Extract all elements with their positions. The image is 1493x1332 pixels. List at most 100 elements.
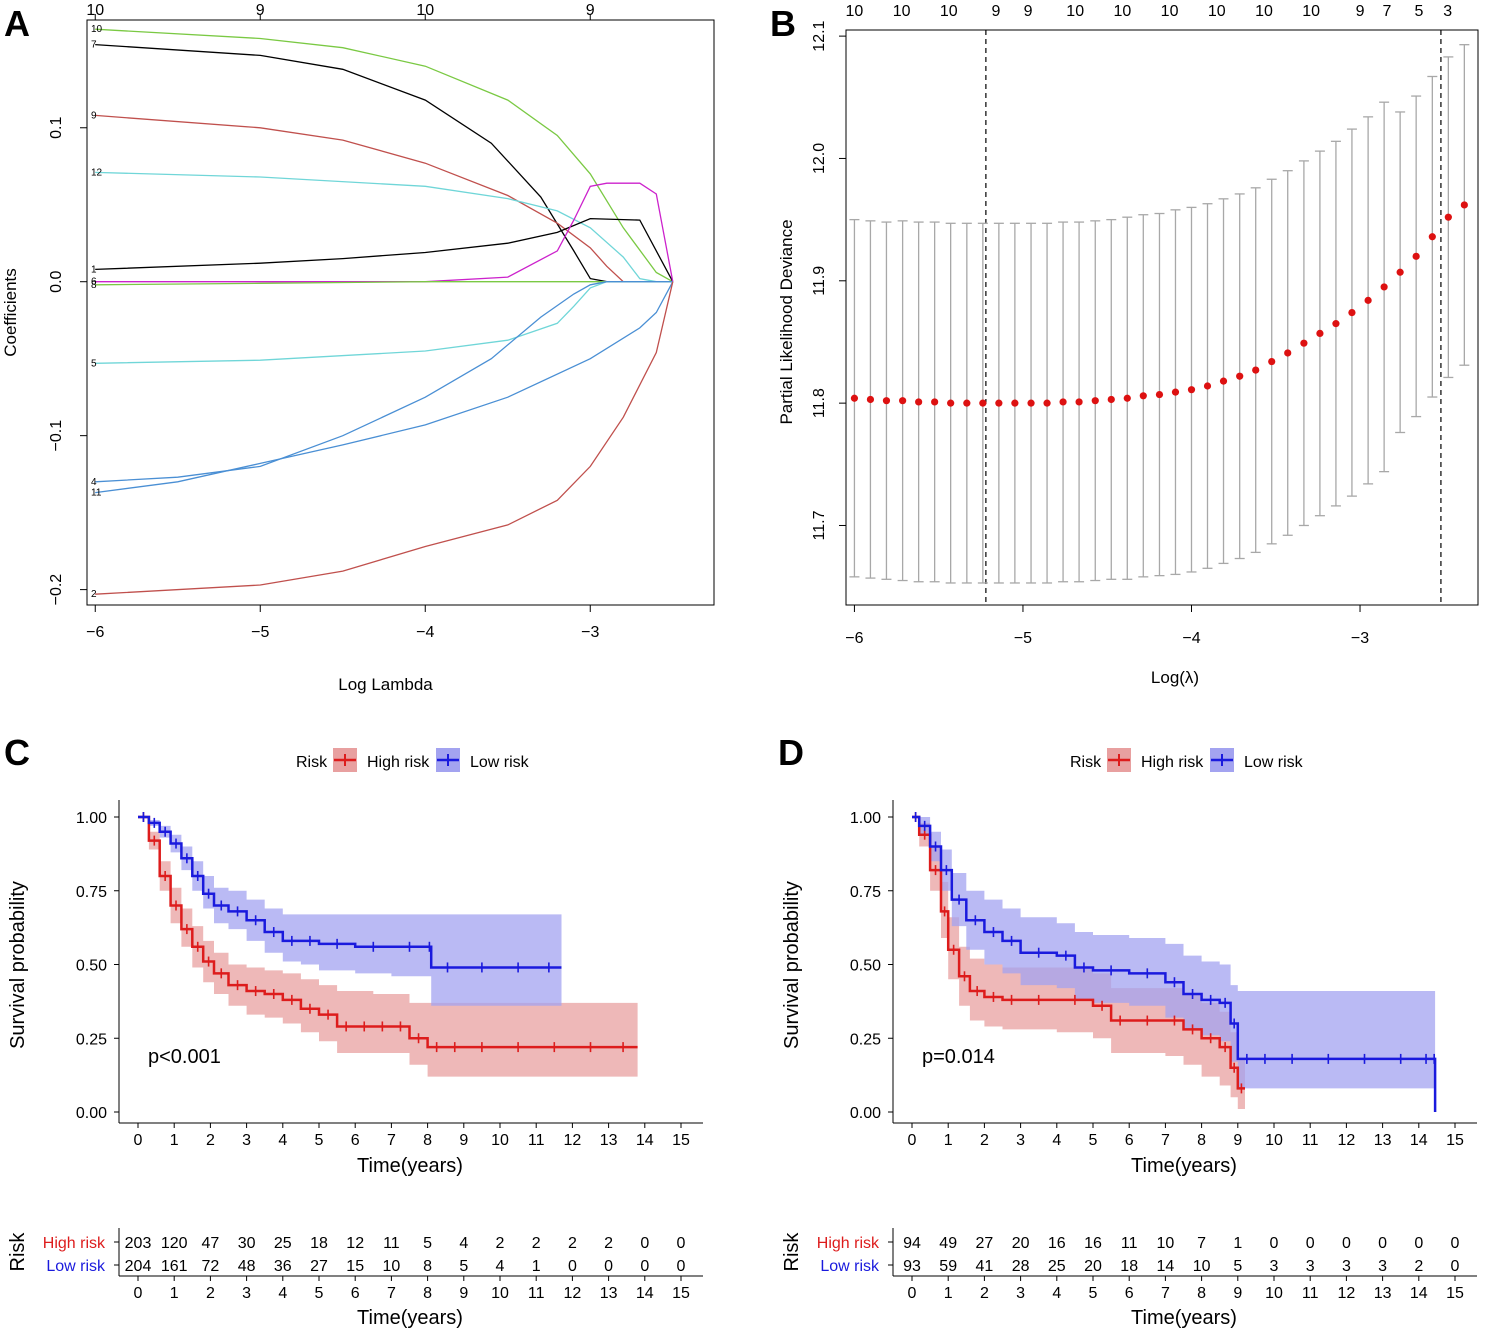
risk-x-tick-label: 7 <box>1161 1285 1170 1302</box>
risk-x-tick-label: 8 <box>1197 1285 1206 1302</box>
x-tick-label: −5 <box>251 624 269 641</box>
risk-count: 3 <box>1270 1258 1279 1275</box>
x-tick-label: −6 <box>845 630 863 647</box>
risk-count: 10 <box>1193 1258 1211 1275</box>
deviance-point <box>915 398 923 406</box>
risk-count: 5 <box>459 1258 468 1275</box>
legend: Risk High risk Low risk <box>1070 748 1304 772</box>
coef-path <box>95 43 673 283</box>
y-axis-title: Partial Likelihood Deviance <box>777 219 796 424</box>
y-tick-label: 0.75 <box>850 884 881 901</box>
risk-x-tick-label: 12 <box>1338 1285 1356 1302</box>
risk-x-tick-label: 1 <box>944 1285 953 1302</box>
x-tick-label: 10 <box>491 1132 509 1149</box>
x-tick-label: 0 <box>908 1132 917 1149</box>
risk-x-axis-title: Time(years) <box>357 1307 463 1329</box>
risk-count: 2 <box>532 1235 541 1252</box>
risk-x-tick-label: 8 <box>423 1285 432 1302</box>
x-tick-label: 11 <box>1302 1132 1319 1149</box>
risk-count: 16 <box>1048 1235 1066 1252</box>
risk-count: 3 <box>1306 1258 1315 1275</box>
y-tick-label: 11.7 <box>811 510 828 540</box>
p-value: p=0.014 <box>922 1046 995 1068</box>
risk-x-tick-label: 12 <box>564 1285 582 1302</box>
risk-count: 30 <box>238 1235 256 1252</box>
y-tick-label: 1.00 <box>850 810 881 827</box>
path-label: 6 <box>91 277 97 288</box>
risk-count: 3 <box>1342 1258 1351 1275</box>
top-tick-label: 10 <box>1066 3 1084 20</box>
x-tick-label: 9 <box>459 1132 468 1149</box>
risk-x-tick-label: 6 <box>1125 1285 1134 1302</box>
top-tick-label: 10 <box>416 2 434 19</box>
p-value: p<0.001 <box>148 1046 221 1068</box>
top-tick-label: 9 <box>1356 3 1365 20</box>
panel-c: C Risk High risk Low risk 0.00 0.25 0.50 0.75 1.… <box>4 732 703 1329</box>
path-label: 2 <box>91 589 97 600</box>
risk-count: 0 <box>568 1258 577 1275</box>
survival-curve <box>138 815 638 1049</box>
y-tick-label: 0.50 <box>76 958 107 975</box>
deviance-point <box>931 398 939 406</box>
risk-count: 72 <box>202 1258 220 1275</box>
x-axis-title: Time(years) <box>1131 1155 1237 1177</box>
y-tick-label: 11.8 <box>811 388 828 418</box>
coef-path <box>95 281 673 364</box>
survival-curve <box>138 815 562 969</box>
risk-row-label: High risk <box>817 1235 880 1252</box>
coef-path <box>95 171 673 283</box>
risk-count: 36 <box>274 1258 292 1275</box>
risk-count: 14 <box>1157 1258 1175 1275</box>
y-tick-label: 0.00 <box>76 1105 107 1122</box>
x-tick-label: 7 <box>387 1132 396 1149</box>
risk-row-label: Low risk <box>46 1258 106 1275</box>
y-tick-label: 0.25 <box>76 1031 107 1048</box>
risk-table-title: Risk <box>7 1232 29 1272</box>
path-label: 4 <box>91 477 97 488</box>
risk-count: 25 <box>1048 1258 1066 1275</box>
x-tick-label: −3 <box>1351 630 1369 647</box>
deviance-point <box>963 399 971 407</box>
risk-x-tick-label: 9 <box>459 1285 468 1302</box>
top-tick-label: 7 <box>1383 3 1392 20</box>
coef-path <box>95 281 674 494</box>
legend: Risk High risk Low risk <box>296 748 530 772</box>
risk-count: 0 <box>1414 1235 1423 1252</box>
risk-x-tick-label: 13 <box>600 1285 618 1302</box>
risk-count: 8 <box>423 1258 432 1275</box>
legend-label: Low risk <box>470 754 530 771</box>
panel-label: C <box>4 732 30 773</box>
risk-count: 10 <box>1157 1235 1175 1252</box>
risk-count: 48 <box>238 1258 256 1275</box>
risk-x-tick-label: 4 <box>1052 1285 1061 1302</box>
deviance-point <box>1364 296 1372 304</box>
risk-count: 18 <box>310 1235 328 1252</box>
risk-count: 93 <box>903 1258 921 1275</box>
x-axis-title: Log(λ) <box>1151 668 1199 687</box>
panel-d: D Risk High risk Low risk 0.00 0.25 0.50 0.75 1.… <box>778 732 1477 1329</box>
risk-count: 18 <box>1120 1258 1138 1275</box>
x-tick-label: 13 <box>600 1132 618 1149</box>
risk-x-tick-label: 15 <box>672 1285 690 1302</box>
deviance-point <box>1444 213 1452 221</box>
coef-path <box>95 281 674 595</box>
path-label: 11 <box>91 488 102 499</box>
top-tick-label: 9 <box>992 3 1001 20</box>
risk-count: 0 <box>640 1258 649 1275</box>
y-axis-title: Survival probability <box>781 881 803 1049</box>
deviance-point <box>979 399 987 407</box>
x-tick-label: 1 <box>944 1132 953 1149</box>
legend-title: Risk <box>1070 754 1102 771</box>
path-label: 10 <box>91 24 103 35</box>
top-tick-label: 10 <box>846 3 864 20</box>
risk-x-tick-label: 11 <box>528 1285 545 1302</box>
path-label: 12 <box>91 167 103 178</box>
risk-count: 5 <box>423 1235 432 1252</box>
risk-count: 4 <box>459 1235 468 1252</box>
x-tick-label: −4 <box>1182 630 1200 647</box>
x-tick-label: 2 <box>980 1132 989 1149</box>
x-tick-label: −6 <box>86 624 104 641</box>
risk-x-tick-label: 5 <box>1089 1285 1098 1302</box>
x-tick-label: 0 <box>134 1132 143 1149</box>
x-tick-label: 9 <box>1233 1132 1242 1149</box>
